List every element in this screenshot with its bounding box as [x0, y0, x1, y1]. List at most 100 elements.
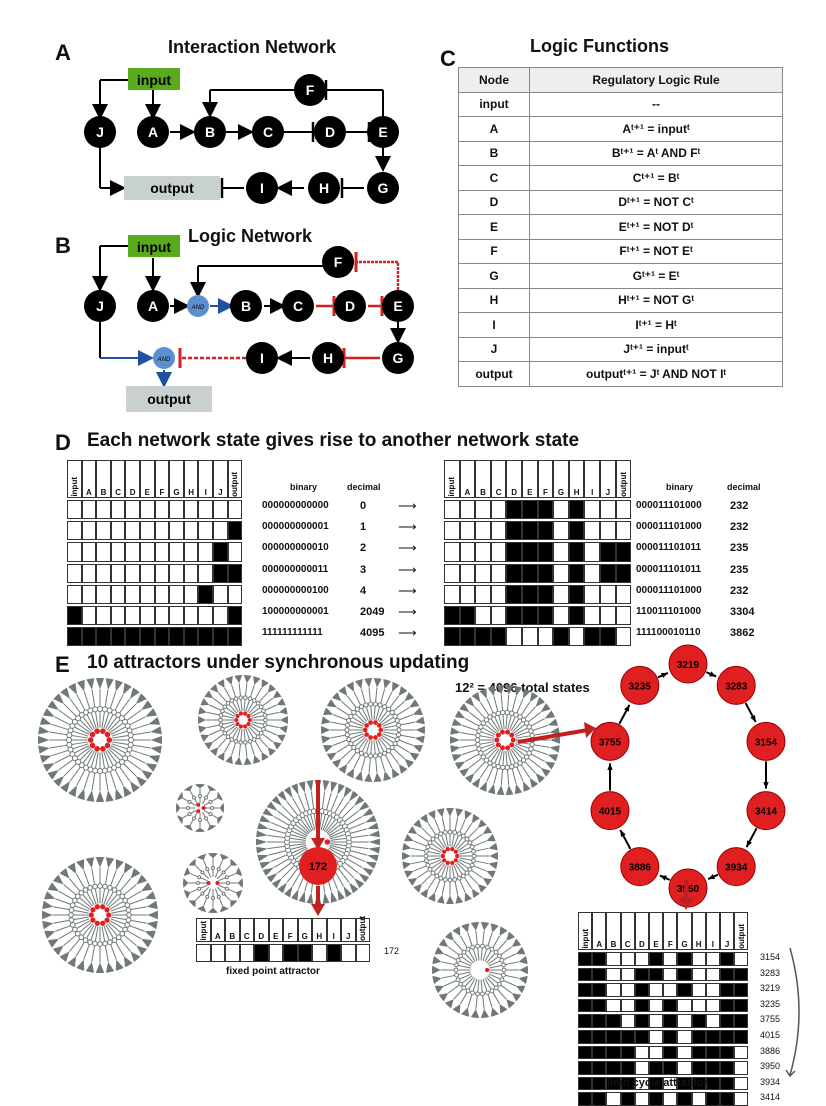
to-state-cell	[600, 500, 616, 520]
input-label-b: input	[137, 239, 172, 255]
node-F: F	[306, 82, 315, 98]
logic-row: F Fᵗ⁺¹ = NOT Eᵗ	[458, 238, 783, 264]
from-state-col-header: input	[67, 460, 82, 498]
from-state-cell	[154, 606, 170, 626]
from-state-cell	[154, 584, 170, 604]
cycle-grid-cell	[649, 1092, 664, 1106]
from-state-cell	[81, 584, 97, 604]
to-state-cell	[522, 542, 538, 562]
cycle-grid-cell	[634, 1014, 649, 1028]
logic-rule: Fᵗ⁺¹ = NOT Eᵗ	[529, 238, 783, 264]
transition-arrow: ⟶	[398, 582, 417, 598]
to-binary: 000011101000	[636, 500, 702, 511]
fixed-grid-cell	[196, 944, 211, 962]
from-state-cell	[198, 521, 213, 541]
from-state-col-header: C	[110, 460, 126, 498]
to-state-cell	[444, 606, 460, 626]
from-decimal: 1	[360, 521, 367, 534]
from-state-cell	[67, 521, 82, 541]
cycle-node	[620, 665, 660, 705]
logic-rule: Jᵗ⁺¹ = inputᵗ	[529, 336, 783, 362]
from-state-cell	[227, 500, 243, 520]
cycle-grid-cell	[734, 998, 749, 1013]
cycle-grid-cell	[592, 967, 607, 982]
to-state-cell	[506, 563, 522, 583]
from-state-cell	[96, 627, 111, 647]
input-label: input	[137, 72, 172, 88]
cycle-grid-cell	[592, 1014, 607, 1028]
cycle-node-label: 3219	[677, 660, 700, 671]
cycle-node-label: 3154	[755, 737, 778, 748]
from-state-cell	[67, 606, 82, 626]
from-state-cell	[169, 606, 184, 626]
cycle-grid-cell	[592, 952, 607, 966]
from-state-cell	[198, 500, 213, 520]
to-state-cell	[459, 563, 476, 583]
to-state-cell	[553, 521, 569, 541]
cycle-grid-cell	[606, 967, 621, 982]
cycle-grid-cell	[578, 1076, 593, 1091]
cycle-node-label: 3283	[725, 681, 748, 692]
cycle-grid-cell	[606, 998, 621, 1013]
node-E: E	[378, 124, 387, 140]
cycle-node-label: 3235	[629, 681, 652, 692]
to-state-cell	[459, 584, 476, 604]
logic-rule: --	[529, 91, 783, 117]
to-state-cell	[490, 627, 507, 647]
cycle-grid-cell	[620, 1014, 635, 1028]
to-state-cell	[584, 627, 600, 647]
to-state-cell	[615, 584, 632, 604]
transition-arrow: ⟶	[398, 540, 417, 556]
from-state-cell	[67, 500, 82, 520]
attractor-basin-8	[402, 808, 498, 904]
fixed-grid-col-header: output	[355, 916, 370, 942]
cycle-grid-cell	[592, 1030, 607, 1044]
cycle-grid-cell	[677, 1092, 692, 1106]
cycle-grid-cell	[691, 1076, 706, 1091]
fixed-grid-cell	[297, 944, 312, 962]
to-state-cell	[444, 563, 460, 583]
to-state-cell	[568, 500, 585, 520]
fixed-grid-col-header: G	[297, 918, 312, 942]
from-state-cell	[183, 584, 199, 604]
to-state-cell	[568, 627, 585, 647]
to-state-cell	[490, 521, 507, 541]
from-state-cell	[110, 542, 126, 562]
cycle-grid-col-header: B	[606, 912, 621, 950]
from-state-cell	[213, 584, 228, 604]
cycle-grid-value: 3235	[760, 998, 781, 1009]
cycle-grid-cell	[677, 1076, 692, 1091]
cycle-grid-cell	[620, 1092, 635, 1106]
panel-e-letter: E	[55, 652, 70, 677]
cycle-grid-cell	[663, 967, 678, 982]
to-state-cell	[568, 584, 585, 604]
to-state-cell	[444, 500, 460, 520]
panel-d-title: Each network state gives rise to another…	[87, 430, 580, 451]
cycle-grid-value: 3283	[760, 967, 781, 978]
to-state-cell	[506, 542, 522, 562]
to-state-cell	[475, 627, 491, 647]
logic-rule: Iᵗ⁺¹ = Hᵗ	[529, 312, 783, 338]
to-state-cell	[522, 500, 538, 520]
cycle-grid-cell	[691, 1092, 706, 1106]
transition-arrow: ⟶	[398, 519, 417, 535]
to-decimal: 232	[730, 584, 749, 597]
cycle-grid-cell	[720, 983, 735, 997]
from-state-cell	[110, 563, 126, 583]
from-state-cell	[140, 563, 155, 583]
from-state-cell	[154, 542, 170, 562]
to-state-cell	[584, 584, 600, 604]
to-state-cell	[522, 563, 538, 583]
node-b-E: E	[393, 298, 402, 314]
from-state-cell	[110, 584, 126, 604]
panel-e-title: 10 attractors under synchronous updating	[87, 652, 470, 673]
from-state-cell	[183, 542, 199, 562]
to-state-cell	[584, 521, 600, 541]
to-state-col-header: F	[537, 460, 554, 498]
to-state-cell	[444, 521, 460, 541]
cycle-grid-cell	[705, 1061, 720, 1075]
cycle-grid-cell	[705, 1014, 720, 1028]
cycle-grid-cell	[606, 1092, 621, 1106]
node-b-I: I	[260, 350, 264, 366]
fixed-grid-cell	[210, 944, 225, 962]
